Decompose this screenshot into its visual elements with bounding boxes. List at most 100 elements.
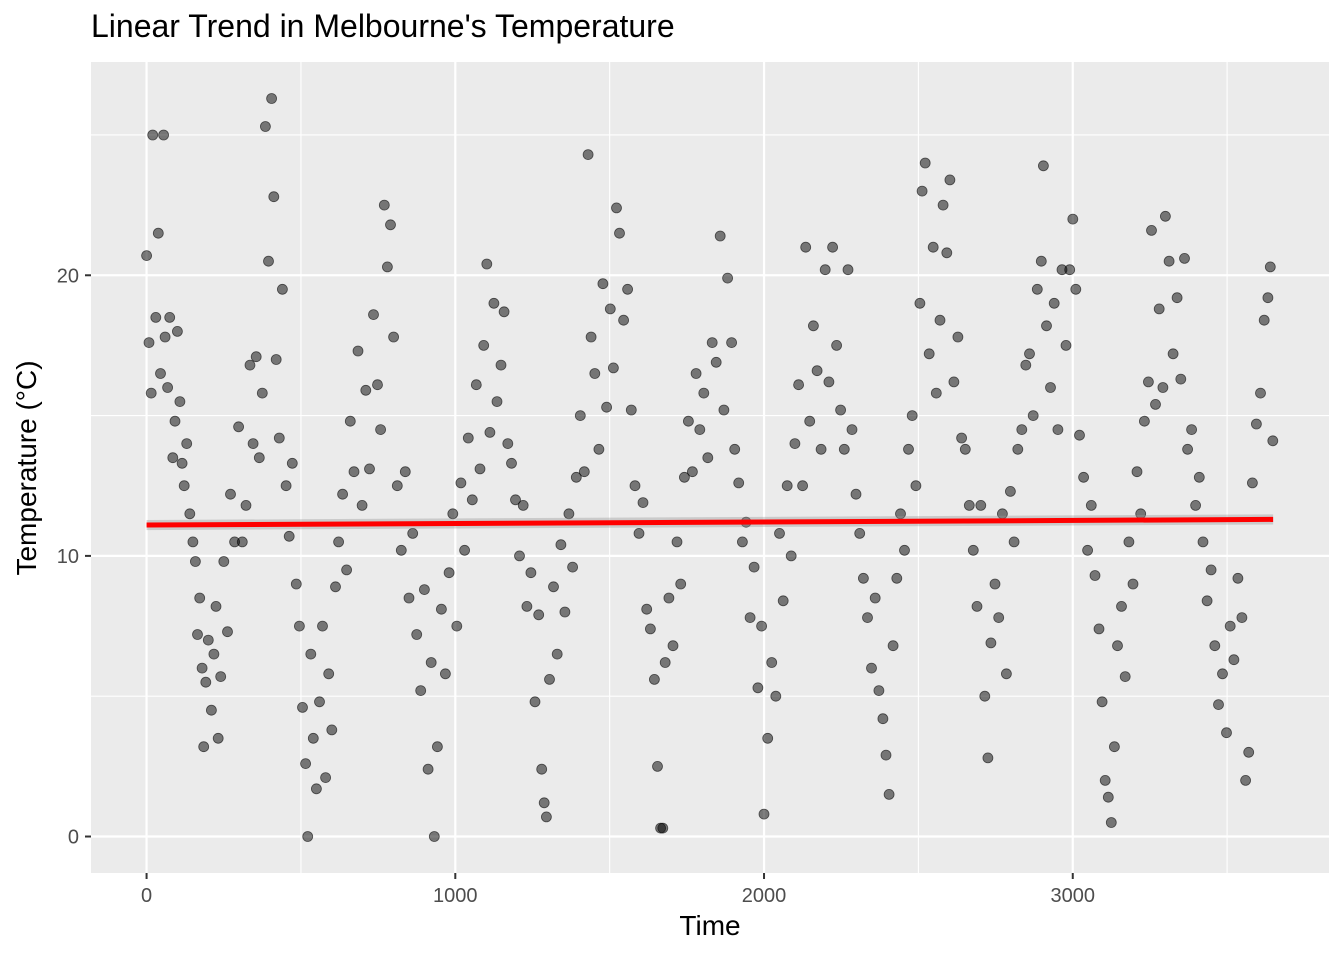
axis-ticks [85, 274, 1074, 879]
y-tick-label: 10 [57, 546, 79, 568]
plot-panel [91, 62, 1329, 873]
data-point [491, 396, 503, 408]
data-point [167, 452, 179, 464]
data-point [811, 365, 823, 377]
data-point [827, 241, 838, 253]
data-point [785, 550, 797, 562]
data-point [233, 421, 245, 433]
data-point [916, 185, 928, 197]
data-point [781, 480, 793, 492]
data-point [622, 283, 633, 295]
data-point [652, 761, 663, 772]
data-point [1262, 292, 1274, 304]
data-point [797, 480, 808, 492]
data-point [756, 620, 767, 632]
data-point [1045, 382, 1056, 393]
data-point [439, 668, 451, 680]
data-point [1228, 654, 1240, 666]
data-point [971, 601, 983, 612]
data-point [815, 443, 827, 455]
data-point [934, 314, 946, 326]
data-point [548, 581, 559, 593]
data-point [923, 348, 935, 360]
data-point [858, 572, 869, 584]
data-point [266, 93, 278, 104]
data-point [842, 264, 854, 276]
data-point [963, 499, 975, 511]
data-point [1179, 252, 1190, 264]
axis-tick-labels: 0 1000 2000 3000 0 10 20 [57, 265, 1095, 907]
data-point [250, 351, 262, 363]
data-point [854, 528, 866, 539]
data-point [551, 648, 563, 660]
data-point [364, 463, 375, 475]
data-point [276, 283, 288, 295]
data-point [447, 508, 459, 520]
data-point [521, 601, 533, 612]
data-point [356, 499, 368, 511]
data-point [141, 250, 153, 262]
data-point [150, 311, 162, 323]
data-point [174, 396, 186, 408]
data-point [597, 278, 609, 290]
data-point [1153, 303, 1165, 315]
data-point [910, 480, 922, 492]
data-point [690, 368, 702, 379]
data-point [268, 191, 280, 203]
data-point [337, 488, 349, 500]
data-point [1127, 578, 1139, 590]
data-point [1190, 499, 1201, 511]
data-point [1105, 817, 1117, 828]
data-point [891, 572, 903, 584]
data-point [259, 121, 271, 132]
data-point [326, 724, 338, 736]
data-point [198, 741, 210, 753]
data-point [1160, 210, 1171, 222]
data-point [559, 606, 571, 618]
data-point [302, 831, 314, 842]
data-point [914, 297, 926, 309]
data-point [415, 685, 427, 696]
data-point [1167, 348, 1179, 360]
data-point [378, 199, 390, 211]
data-point [435, 603, 447, 615]
data-point [411, 629, 423, 640]
data-point [256, 387, 268, 399]
data-point [570, 471, 582, 483]
data-point [159, 331, 171, 343]
data-point [873, 685, 885, 696]
data-point [240, 499, 252, 511]
data-point [202, 634, 214, 646]
data-point [459, 544, 471, 556]
data-point [578, 466, 590, 478]
data-point [495, 359, 507, 371]
data-point [536, 763, 548, 775]
data-point [388, 331, 400, 343]
y-tick-label: 20 [57, 265, 79, 287]
data-point [344, 415, 356, 427]
data-point [649, 674, 660, 685]
data-point [247, 438, 259, 450]
data-point [323, 668, 335, 680]
data-point [722, 272, 733, 284]
data-point [667, 640, 679, 652]
data-point [1099, 775, 1111, 786]
data-point [903, 443, 914, 455]
data-point [181, 438, 193, 450]
data-point [1038, 160, 1049, 172]
data-point [428, 831, 440, 842]
data-point [462, 432, 474, 444]
data-point [273, 432, 285, 444]
data-point [210, 601, 222, 612]
data-point [1082, 544, 1093, 556]
data-point [659, 657, 671, 668]
data-point [541, 811, 552, 823]
data-point [1109, 741, 1120, 753]
data-point [208, 648, 220, 660]
data-point [212, 732, 224, 744]
data-point [675, 578, 687, 590]
data-point [770, 690, 782, 702]
data-point [869, 592, 881, 604]
data-point [589, 368, 601, 379]
